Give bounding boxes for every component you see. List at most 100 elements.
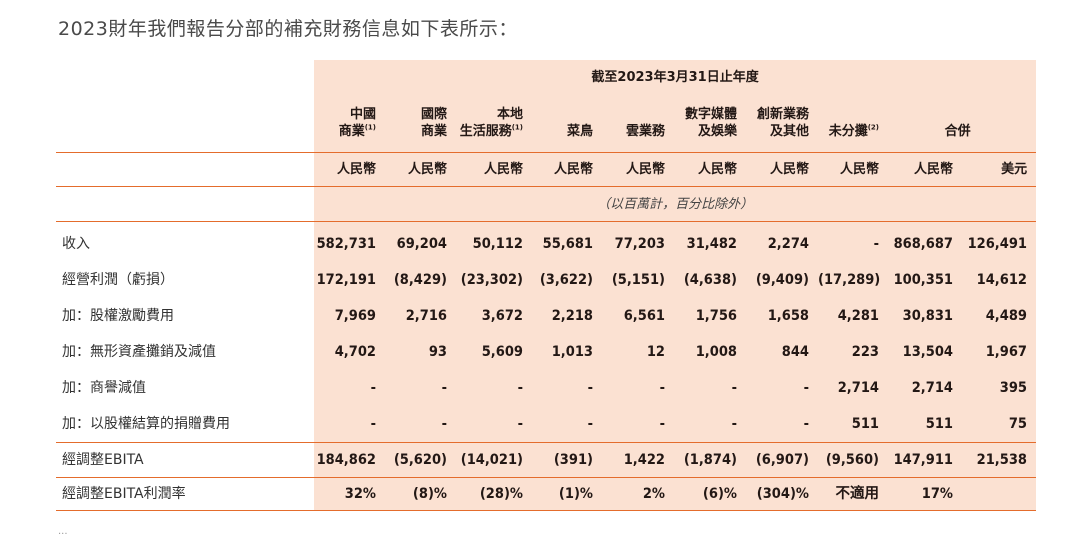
table-cell: 4,489 <box>962 298 1036 334</box>
table-cell: 172,191 <box>314 262 385 298</box>
table-row: 經營利潤（虧損） 172,191 (8,429) (23,302) (3,622) (5,… <box>56 262 1036 298</box>
table-cell: 844 <box>746 334 818 370</box>
table-cell: 1,008 <box>674 334 746 370</box>
table-cell: - <box>818 222 888 262</box>
col-header-line1: 國際 <box>385 94 456 123</box>
table-cell: 17% <box>888 477 962 511</box>
currency-label: 人民幣 <box>314 152 385 187</box>
period-title-row: 截至2023年3月31日止年度 <box>56 60 1037 94</box>
row-label: 經調整EBITA利潤率 <box>56 477 314 511</box>
table-cell: - <box>532 370 602 406</box>
col-header-line2: 生活服務(1) <box>456 123 532 153</box>
table-cell: (9,409) <box>746 262 818 298</box>
table-cell: 2,714 <box>888 370 962 406</box>
table-cell: 55,681 <box>532 222 602 262</box>
segment-financial-table: 截至2023年3月31日止年度 中國 國際 本地 數字媒體 創新業務 商業(1)… <box>56 60 1037 511</box>
unit-note: （以百萬計，百分比除外） <box>314 186 1037 222</box>
currency-label: 人民幣 <box>746 152 818 187</box>
col-header-line1 <box>532 94 602 123</box>
table-cell: 14,612 <box>962 262 1036 298</box>
table-cell: - <box>602 370 674 406</box>
unit-row: （以百萬計，百分比除外） <box>56 186 1037 222</box>
currency-row: 人民幣 人民幣 人民幣 人民幣 人民幣 人民幣 人民幣 人民幣 人民幣 美元 <box>56 152 1037 187</box>
currency-label: 人民幣 <box>674 152 746 187</box>
table-cell: - <box>314 370 385 406</box>
table-cell: (4,638) <box>674 262 746 298</box>
table-cell: 75 <box>962 406 1036 443</box>
row-label: 經調整EBITA <box>56 442 314 478</box>
intro-text: 2023財年我們報告分部的補充財務信息如下表所示： <box>58 18 518 40</box>
table-cell: 582,731 <box>314 222 385 262</box>
table-cell: (6)% <box>674 477 746 511</box>
table-cell: 511 <box>818 406 888 443</box>
table-cell: 1,422 <box>602 442 674 478</box>
table-cell: (3,622) <box>532 262 602 298</box>
footnote-marker: ... <box>58 526 68 537</box>
currency-label: 人民幣 <box>456 152 532 187</box>
table-cell: (9,560) <box>818 442 888 478</box>
table-cell: (6,907) <box>746 442 818 478</box>
table-cell: 184,862 <box>314 442 385 478</box>
col-header-line2: 雲業務 <box>602 123 674 153</box>
period-title: 截至2023年3月31日止年度 <box>314 60 1037 94</box>
table-row: 加：無形資產攤銷及減值 4,702 93 5,609 1,013 12 1,008 844 22… <box>56 334 1036 370</box>
row-label: 經營利潤（虧損） <box>62 272 174 288</box>
col-header-line2: 菜鳥 <box>532 123 602 153</box>
table-cell: - <box>385 406 456 443</box>
col-header-line1: 創新業務 <box>746 94 818 123</box>
financial-table-body: 收入 582,731 69,204 50,112 55,681 77,203 31,482 2… <box>56 222 1036 511</box>
table-row: 加：商譽減值 - - - - - - -2,714 2,714 395 <box>56 370 1036 406</box>
row-label: 加：股權激勵費用 <box>62 308 174 324</box>
table-cell: 13,504 <box>888 334 962 370</box>
row-label: 加：以股權結算的捐贈費用 <box>62 416 230 432</box>
table-cell: (8)% <box>385 477 456 511</box>
table-cell: 69,204 <box>385 222 456 262</box>
row-label: 加：商譽減值 <box>62 380 146 396</box>
currency-label: 人民幣 <box>818 152 888 187</box>
table-cell: - <box>456 370 532 406</box>
table-cell: 12 <box>602 334 674 370</box>
table-cell: 511 <box>888 406 962 443</box>
table-cell: 不適用 <box>818 477 888 511</box>
table-row: 收入 582,731 69,204 50,112 55,681 77,203 31,482 2… <box>56 222 1036 262</box>
table-cell: 4,281 <box>818 298 888 334</box>
col-header-line2: 商業 <box>385 123 456 153</box>
table-row: 經調整EBITA利潤率 32% (8)% (28)% (1)% 2% (6)% (304)% 不… <box>56 477 1036 511</box>
table-row: 加：股權激勵費用 7,969 2,716 3,672 2,218 6,561 1,756 1,… <box>56 298 1036 334</box>
table-cell: (8,429) <box>385 262 456 298</box>
table-cell: 223 <box>818 334 888 370</box>
table-cell: (391) <box>532 442 602 478</box>
col-header-line1 <box>962 94 1037 123</box>
table-cell: 1,756 <box>674 298 746 334</box>
table-cell: - <box>602 406 674 443</box>
table-cell: - <box>532 406 602 443</box>
col-header-line1 <box>602 94 674 123</box>
financial-table: 截至2023年3月31日止年度 中國 國際 本地 數字媒體 創新業務 商業(1)… <box>56 60 1037 222</box>
table-cell: (1,874) <box>674 442 746 478</box>
table-cell: (28)% <box>456 477 532 511</box>
table-cell: 3,672 <box>456 298 532 334</box>
col-header-line1: 本地 <box>456 94 532 123</box>
table-cell: (23,302) <box>456 262 532 298</box>
table-cell: (5,620) <box>385 442 456 478</box>
col-header-line2: 及其他 <box>746 123 818 153</box>
currency-label: 人民幣 <box>602 152 674 187</box>
currency-label: 美元 <box>962 152 1037 187</box>
table-cell: 6,561 <box>602 298 674 334</box>
table-cell: 7,969 <box>314 298 385 334</box>
col-header-line2: 未分攤(2) <box>818 123 888 153</box>
table-cell: 2,714 <box>818 370 888 406</box>
table-cell: 30,831 <box>888 298 962 334</box>
header-row-2: 商業(1) 商業 生活服務(1) 菜鳥 雲業務 及娛樂 及其他 未分攤(2) 合… <box>56 123 1037 153</box>
table-cell: - <box>746 406 818 443</box>
table-cell: 395 <box>962 370 1036 406</box>
table-cell: 77,203 <box>602 222 674 262</box>
table-cell: (17,289) <box>818 262 888 298</box>
table-cell: (14,021) <box>456 442 532 478</box>
currency-label: 人民幣 <box>385 152 456 187</box>
table-cell: 93 <box>385 334 456 370</box>
col-header-combined: 合併 <box>888 123 1037 153</box>
table-cell: 147,911 <box>888 442 962 478</box>
col-header-line2: 及娛樂 <box>674 123 746 153</box>
table-cell: - <box>674 406 746 443</box>
